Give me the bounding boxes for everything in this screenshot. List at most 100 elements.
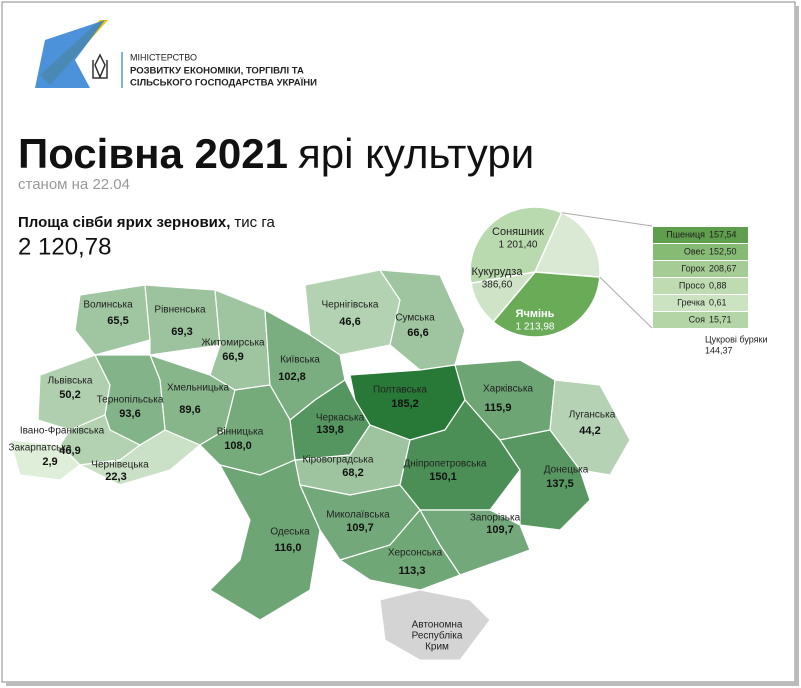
trident	[92, 53, 108, 79]
region-value: 93,6	[119, 408, 140, 420]
region-name: Вінницька	[217, 427, 264, 438]
region	[9, 439, 81, 481]
region-name: Запорізька	[470, 513, 521, 524]
area-label: Площа сівби ярих зернових, тис га	[18, 214, 275, 231]
region-name: Івано-Франківська	[20, 426, 105, 437]
others-name: Гречка	[677, 297, 705, 307]
pie-slice	[469, 206, 563, 285]
region-name: Херсонська	[388, 548, 443, 559]
region	[74, 284, 151, 356]
region-value: 139,8	[316, 424, 344, 436]
region-name: Одеська	[270, 527, 310, 538]
region-value: 46,9	[59, 445, 80, 457]
region-value: 185,2	[391, 398, 419, 410]
region-name: Кіровоградська	[303, 455, 374, 466]
others-value: 15,71	[709, 314, 732, 324]
others-value: 157,54	[709, 229, 737, 239]
region-name: Закарпатська	[9, 443, 72, 454]
region-name: Дніпропетровська	[404, 459, 487, 470]
region-name: Чернігівська	[322, 300, 379, 311]
logo	[35, 20, 123, 88]
region-value: 66,9	[222, 351, 243, 363]
title-rest: ярі культури	[298, 130, 534, 177]
region	[209, 459, 321, 621]
subtitle: станом на 22.04	[18, 176, 130, 193]
region-name: Сумська	[395, 313, 435, 324]
region-value: 115,9	[485, 402, 512, 414]
region-name: Миколаївська	[326, 510, 390, 521]
total: 2 120,78	[18, 233, 111, 260]
slice-name: Кукурудза	[472, 266, 524, 278]
others-name: Соя	[689, 314, 706, 324]
slice-value: 1 213,98	[516, 322, 555, 333]
others-name: Просо	[679, 280, 705, 290]
region-name: Львівська	[48, 376, 93, 387]
ministry-line: РОЗВИТКУ ЕКОНОМІКИ, ТОРГІВЛІ ТА	[130, 66, 304, 77]
title-bold: Посівна 2021	[18, 130, 288, 177]
region-value: 109,7	[346, 522, 374, 534]
region-value: 22,3	[105, 471, 126, 483]
connector	[599, 276, 653, 329]
region	[338, 508, 461, 591]
region-value: 108,0	[224, 440, 252, 452]
region-value: 68,2	[342, 467, 363, 479]
others-value: 0,61	[709, 297, 727, 307]
region-name: Тернопільська	[97, 395, 164, 406]
shadow	[6, 682, 799, 686]
region-value: 69,3	[171, 326, 192, 338]
region-value: 102,8	[278, 371, 306, 383]
region-name: Харківська	[483, 384, 533, 395]
connector	[561, 212, 653, 227]
region-value: 116,0	[275, 542, 302, 554]
logo-blue	[35, 20, 105, 88]
region	[77, 429, 202, 486]
region-name: Волинська	[83, 300, 133, 311]
map: Волинська 65,5 Рівненська 69,3 Житомирська 66…	[9, 269, 631, 661]
crimea-label: Республіка	[412, 630, 463, 642]
region	[144, 284, 221, 356]
crimea-label: Автономна	[412, 620, 463, 631]
region-name: Полтавська	[373, 385, 427, 396]
region-name: Хмельницька	[167, 383, 229, 394]
area-label-rest: тис га	[234, 214, 275, 231]
others-box	[653, 261, 748, 277]
ministry-line: СІЛЬСЬКОГО ГОСПОДАРСТВА УКРАЇНИ	[130, 78, 317, 89]
region-value: 150,1	[429, 471, 457, 483]
pie-slice	[492, 271, 601, 338]
title: Посівна 2021 ярі культури	[18, 130, 534, 177]
region-value: 89,6	[179, 404, 200, 416]
region-value: 137,5	[546, 478, 574, 490]
region-value: 65,5	[107, 315, 128, 327]
slice-value: 386,60	[482, 280, 513, 291]
shadow	[795, 6, 799, 684]
region-value: 46,6	[339, 316, 360, 328]
region-value: 50,2	[59, 389, 80, 401]
others-name: Пшениця	[666, 229, 705, 239]
region-name: Донецька	[544, 465, 589, 476]
others-box	[653, 295, 748, 311]
pie: Соняшник 1 201,40 Ячмінь 1 213,98 Кукурудза 3…	[469, 206, 768, 355]
slice-value: 1 201,40	[499, 240, 538, 251]
region-value: 2,9	[42, 456, 57, 468]
others-name: Цукрові буряки	[705, 334, 768, 344]
others-box	[653, 244, 748, 260]
others-box	[653, 227, 748, 243]
region-crimea	[379, 589, 491, 661]
region-value: 113,3	[399, 565, 426, 577]
pie-slice	[470, 270, 537, 323]
region-name: Житомирська	[201, 338, 265, 349]
region-name: Київська	[280, 355, 320, 366]
slice-name: Соняшник	[492, 226, 544, 238]
others-box	[653, 278, 748, 294]
others-box	[653, 312, 748, 328]
area-label-bold: Площа сівби ярих зернових,	[18, 214, 230, 231]
others-name: Овес	[684, 246, 706, 256]
region-name: Черкаська	[316, 413, 365, 424]
others-value: 0,88	[709, 280, 727, 290]
pie-slice	[533, 211, 601, 278]
others-value: 152,50	[709, 246, 737, 256]
ministry-line: МІНІСТЕРСТВО	[130, 52, 197, 62]
region-name: Луганська	[569, 410, 616, 421]
others-value: 144,37	[705, 345, 733, 355]
